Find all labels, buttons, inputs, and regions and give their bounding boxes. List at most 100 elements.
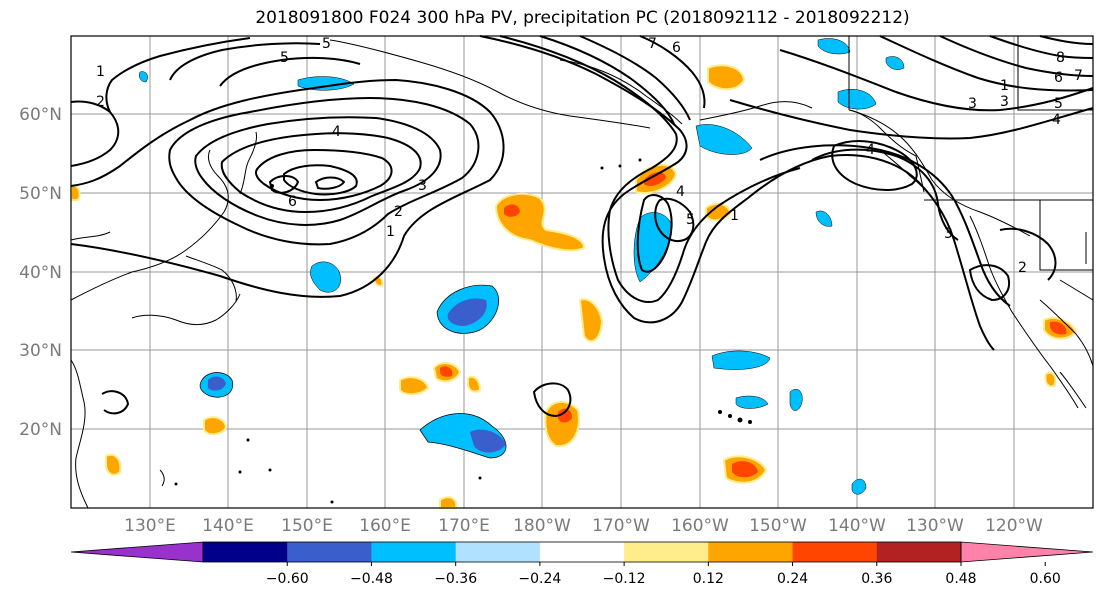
colorbar-extend-low bbox=[70, 541, 204, 563]
precip-negative-area bbox=[815, 210, 833, 227]
precip-negative-area bbox=[789, 389, 803, 411]
precip-shading bbox=[70, 38, 1078, 509]
contour-label: 1 bbox=[730, 208, 739, 224]
contour-label: 2 bbox=[96, 94, 105, 110]
lat-label: 60°N bbox=[19, 105, 62, 125]
contour-label: 5 bbox=[322, 36, 331, 52]
contour-label: 3 bbox=[418, 178, 427, 194]
colorbar-swatch bbox=[624, 542, 709, 562]
contour-label: 5 bbox=[280, 50, 289, 66]
precip-positive-area bbox=[203, 416, 228, 436]
contour-label: 1 bbox=[1000, 78, 1009, 94]
contour-label: 6 bbox=[672, 40, 681, 56]
colorbar-ticks: −0.60 −0.48 −0.36 −0.24 −0.12 0.12 0.24 0.36 0.4… bbox=[266, 562, 1061, 587]
lon-label: 160°W bbox=[671, 516, 729, 536]
contour-label: 6 bbox=[1054, 70, 1063, 86]
colorbar-tick-label: −0.48 bbox=[350, 571, 393, 587]
colorbar-swatch bbox=[371, 542, 457, 562]
precip-negative-area bbox=[817, 38, 851, 55]
pv-contours bbox=[70, 35, 1094, 418]
lon-label: 130°W bbox=[906, 516, 964, 536]
precip-negative-area bbox=[885, 56, 905, 70]
precip-negative-core bbox=[470, 429, 506, 453]
map-title: 2018091800 F024 300 hPa PV, precipitatio… bbox=[255, 8, 910, 28]
colorbar-swatch bbox=[203, 542, 288, 562]
colorbar-tick-label: 0.24 bbox=[777, 571, 808, 587]
colorbar-outline bbox=[202, 541, 962, 563]
lat-label: 50°N bbox=[19, 184, 62, 204]
precip-positive-core bbox=[644, 172, 666, 186]
precip-negative-area bbox=[851, 478, 867, 495]
precip-positive-area bbox=[439, 496, 458, 509]
lat-labels: 20°N 30°N 40°N 50°N 60°N bbox=[19, 105, 62, 440]
contour-label: 4 bbox=[1052, 112, 1061, 128]
colorbar-tick-label: 0.60 bbox=[1030, 571, 1061, 587]
lat-label: 20°N bbox=[19, 420, 62, 440]
precip-negative-area bbox=[711, 350, 771, 370]
lon-label: 170°E bbox=[438, 516, 490, 536]
lat-label: 30°N bbox=[19, 341, 62, 361]
precip-positive-core bbox=[1050, 321, 1067, 335]
colorbar-tick-label: −0.36 bbox=[434, 571, 477, 587]
precip-positive-area bbox=[1044, 371, 1057, 388]
contour-label: 1 bbox=[96, 64, 105, 80]
contour-label: 3 bbox=[968, 96, 977, 112]
contour-label: 8 bbox=[1056, 50, 1065, 66]
lon-label: 150°E bbox=[281, 516, 333, 536]
lat-label: 40°N bbox=[19, 263, 62, 283]
map-frame bbox=[70, 35, 1094, 509]
lon-label: 140°W bbox=[828, 516, 886, 536]
contour-label: 7 bbox=[648, 36, 657, 52]
precip-negative-area bbox=[633, 212, 673, 283]
colorbar-tick-label: −0.12 bbox=[603, 571, 646, 587]
contour-label: 4 bbox=[332, 124, 341, 140]
colorbar-tick-label: 0.48 bbox=[945, 571, 976, 587]
contour-label: 4 bbox=[676, 184, 685, 200]
precip-positive-core bbox=[440, 366, 453, 377]
colorbar-tick-label: 0.12 bbox=[693, 571, 724, 587]
lon-label: 160°E bbox=[359, 516, 411, 536]
colorbar: −0.60 −0.48 −0.36 −0.24 −0.12 0.12 0.24 0.36 0.4… bbox=[70, 541, 1094, 587]
precip-positive-area bbox=[467, 375, 482, 393]
lon-label: 120°W bbox=[985, 516, 1043, 536]
colorbar-tick-label: 0.36 bbox=[861, 571, 892, 587]
precip-negative-area bbox=[735, 395, 769, 409]
colorbar-swatch bbox=[792, 542, 878, 562]
contour-label: 3 bbox=[944, 226, 953, 242]
lon-label: 150°W bbox=[749, 516, 807, 536]
precip-negative-core bbox=[208, 376, 226, 391]
colorbar-swatch bbox=[455, 542, 541, 562]
colorbar-swatches bbox=[70, 541, 1094, 563]
lon-labels: 130°E 140°E 150°E 160°E 170°E 180°W 170°… bbox=[124, 516, 1043, 536]
precip-negative-core bbox=[447, 298, 487, 326]
precip-positive-core bbox=[558, 408, 572, 423]
precip-negative-area bbox=[139, 71, 148, 83]
precip-positive-area bbox=[70, 184, 81, 201]
precip-negative-area bbox=[310, 261, 341, 293]
precip-positive-area bbox=[544, 401, 580, 448]
precip-positive-area bbox=[105, 453, 122, 476]
colorbar-tick-label: −0.60 bbox=[266, 571, 309, 587]
colorbar-swatch bbox=[708, 542, 794, 562]
colorbar-swatch bbox=[539, 542, 625, 562]
lon-label: 180°W bbox=[513, 516, 571, 536]
precip-negative-area bbox=[695, 124, 753, 155]
colorbar-extend-high bbox=[960, 541, 1094, 563]
contour-label: 2 bbox=[394, 204, 403, 220]
contour-label: 4 bbox=[866, 142, 875, 158]
colorbar-swatch bbox=[287, 542, 372, 562]
precip-positive-core bbox=[504, 204, 520, 217]
contour-label: 5 bbox=[1054, 96, 1063, 112]
contour-label: 1 bbox=[386, 224, 395, 240]
precip-positive-area bbox=[578, 298, 604, 343]
colorbar-tick-label: −0.24 bbox=[518, 571, 561, 587]
contour-labels: 1 2 3 4 5 6 1 2 3 4 5 6 7 1 2 3 4 5 3 4 … bbox=[96, 36, 1083, 276]
contour-label: 5 bbox=[686, 212, 695, 228]
precip-positive-core bbox=[732, 461, 758, 478]
lon-label: 140°E bbox=[202, 516, 254, 536]
precip-positive-area bbox=[707, 64, 746, 91]
precip-positive-area bbox=[399, 376, 430, 396]
contour-label: 3 bbox=[1000, 94, 1009, 110]
lon-label: 130°E bbox=[124, 516, 176, 536]
